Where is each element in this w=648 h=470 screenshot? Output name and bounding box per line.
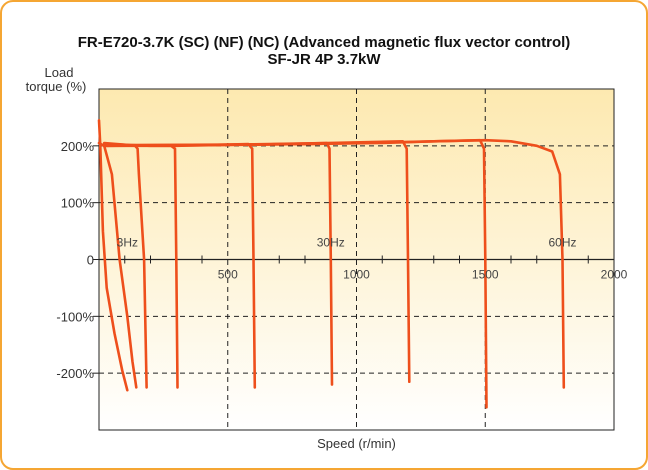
chart-title-line2: SF-JR 4P 3.7kW <box>267 51 381 68</box>
y-tick-label: -100% <box>56 309 94 324</box>
series-line-1 <box>97 119 129 392</box>
y-tick-label: 200% <box>61 139 95 154</box>
annotation-30Hz: 30Hz <box>317 235 345 249</box>
annotation-60Hz: 60Hz <box>548 235 576 249</box>
y-tick-label: -200% <box>56 366 94 381</box>
series-line-9 <box>102 138 566 389</box>
x-tick-label: 2000 <box>601 268 628 282</box>
x-axis-label: Speed (r/min) <box>317 436 396 451</box>
annotation-3Hz: 3Hz <box>117 235 138 249</box>
x-tick-label: 1000 <box>343 268 370 282</box>
y-axis-label-line1: Load <box>45 65 74 80</box>
chart-title-line1: FR-E720-3.7K (SC) (NF) (NC) (Advanced ma… <box>77 34 571 51</box>
x-tick-label: 1500 <box>472 268 499 282</box>
x-tick-label: 500 <box>218 268 238 282</box>
y-tick-label: 100% <box>61 196 95 211</box>
y-axis-label-line2: torque (%) <box>26 79 87 94</box>
y-tick-label: 0 <box>87 253 94 268</box>
